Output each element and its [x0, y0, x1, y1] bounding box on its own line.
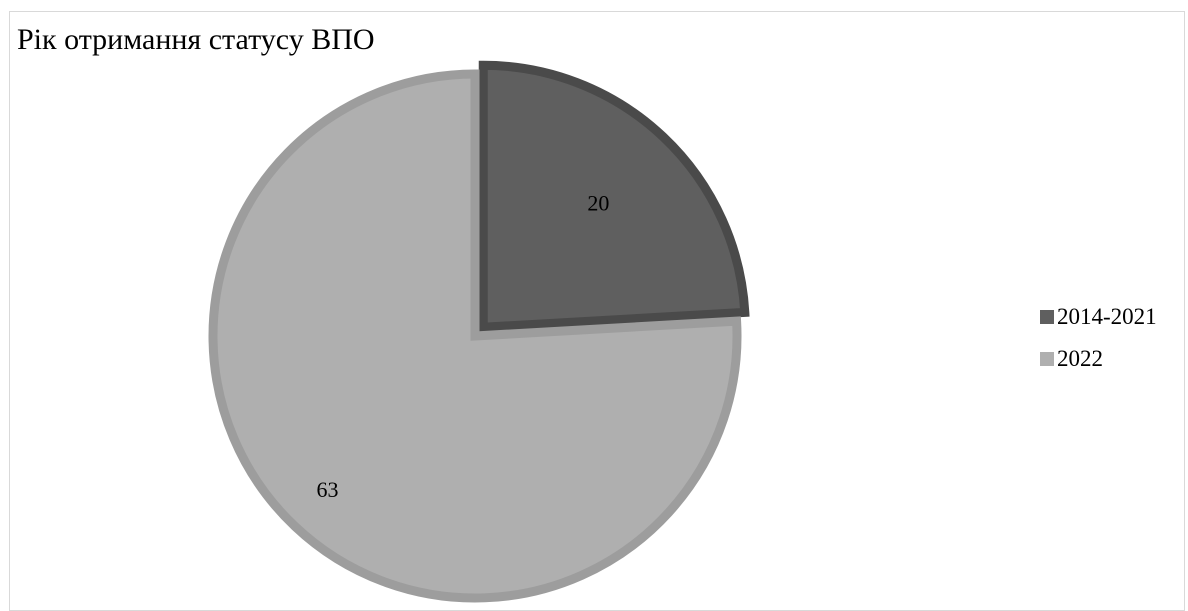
pie-chart: 20 63 [208, 60, 750, 603]
legend-item-2022[interactable]: 2022 [1040, 344, 1157, 374]
legend-swatch-2014-2021 [1040, 310, 1054, 324]
legend: 2014-2021 2022 [1040, 302, 1157, 386]
legend-label-2022: 2022 [1057, 346, 1103, 371]
chart-title: Рік отримання статусу ВПО [17, 23, 375, 56]
pie-slice-2022[interactable] [208, 69, 742, 603]
legend-label-2014-2021: 2014-2021 [1057, 304, 1157, 329]
legend-swatch-2022 [1040, 352, 1054, 366]
data-label-2014-2021: 20 [587, 190, 609, 215]
legend-item-2014-2021[interactable]: 2014-2021 [1040, 302, 1157, 332]
pie-slice-2014-2021[interactable] [478, 60, 750, 333]
data-label-2022: 63 [317, 477, 339, 502]
